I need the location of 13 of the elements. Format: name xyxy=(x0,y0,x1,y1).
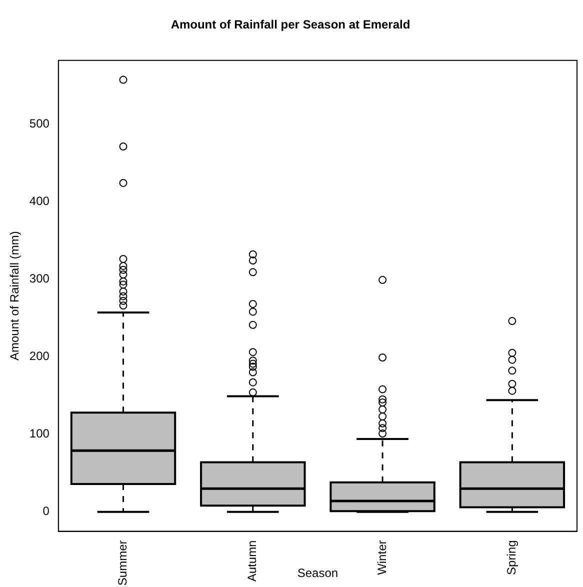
x-axis-title: Season xyxy=(297,566,338,580)
x-tick-label: Autumn xyxy=(245,540,260,582)
y-tick-label: 300 xyxy=(29,271,50,286)
y-tick-label: 200 xyxy=(29,349,50,364)
y-tick-label: 0 xyxy=(42,504,50,518)
y-tick-label: 500 xyxy=(29,116,50,130)
x-tick-label: Winter xyxy=(374,540,389,575)
y-axis-title: Amount of Rainfall (mm) xyxy=(8,231,22,361)
y-tick-label: 100 xyxy=(29,426,50,441)
x-tick-label: Summer xyxy=(116,540,130,586)
x-tick-label: Spring xyxy=(504,540,518,575)
chart-title: Amount of Rainfall per Season at Emerald xyxy=(170,18,410,32)
y-tick-label: 400 xyxy=(29,194,50,208)
